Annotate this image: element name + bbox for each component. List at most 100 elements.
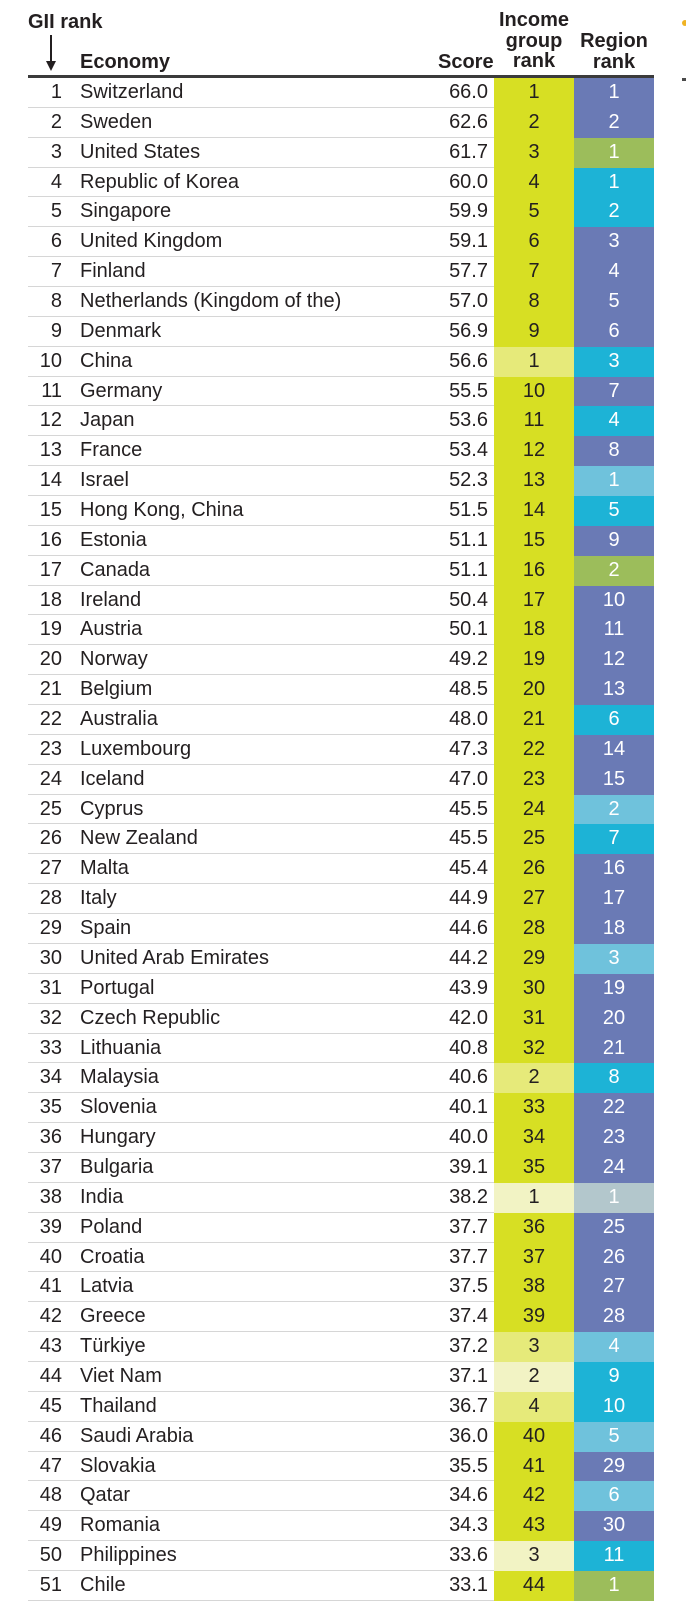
region-rank-cell: 17 <box>574 884 654 915</box>
score-cell: 53.4 <box>449 439 488 462</box>
table-row: 5 Singapore 59.9 5 2 <box>28 197 654 228</box>
income-group-rank-cell: 30 <box>494 973 574 1004</box>
gii-rank-cell: 8 <box>50 290 62 313</box>
gii-rank-cell: 29 <box>39 917 62 940</box>
income-header-line: group <box>505 29 563 52</box>
gii-rank-cell: 1 <box>50 81 62 103</box>
income-group-rank-cell: 13 <box>494 466 574 497</box>
income-group-rank-cell: 42 <box>494 1481 574 1512</box>
income-group-rank-cell: 34 <box>494 1123 574 1153</box>
economy-cell: Singapore <box>80 200 172 223</box>
table-row: 41 Latvia 37.5 38 27 <box>28 1272 654 1303</box>
table-row: 18 Ireland 50.4 17 10 <box>28 585 654 616</box>
economy-cell: Portugal <box>80 976 155 999</box>
table-row: 30 United Arab Emirates 44.2 29 3 <box>28 943 654 974</box>
score-cell: 56.9 <box>449 319 488 342</box>
region-rank-cell: 7 <box>574 824 654 855</box>
economy-cell: Norway <box>80 648 148 671</box>
table-row: 2 Sweden 62.6 2 2 <box>28 107 654 138</box>
income-group-rank-cell: 4 <box>494 1391 574 1422</box>
economy-cell: Iceland <box>80 767 145 790</box>
gii-rank-cell: 21 <box>39 678 62 701</box>
table-row: 49 Romania 34.3 43 30 <box>28 1511 654 1542</box>
table-row: 34 Malaysia 40.6 2 8 <box>28 1063 654 1094</box>
income-group-rank-header: Income group rank <box>494 10 574 72</box>
gii-rank-cell: 13 <box>39 439 62 462</box>
gii-rank-cell: 26 <box>39 827 62 850</box>
table-row: 36 Hungary 40.0 34 23 <box>28 1123 654 1153</box>
table-row: 32 Czech Republic 42.0 31 20 <box>28 1003 654 1034</box>
region-rank-cell: 11 <box>574 615 654 646</box>
economy-cell: Slovakia <box>80 1454 156 1477</box>
arrow-down-icon <box>46 35 56 71</box>
score-cell: 52.3 <box>449 469 488 492</box>
score-cell: 33.1 <box>449 1573 488 1596</box>
economy-header: Economy <box>80 51 171 73</box>
economy-cell: United States <box>80 140 201 163</box>
region-rank-cell: 14 <box>574 734 654 765</box>
income-group-rank-cell: 18 <box>494 615 574 646</box>
region-rank-cell: 23 <box>574 1123 654 1153</box>
economy-cell: Spain <box>80 917 132 940</box>
gii-rank-cell: 10 <box>39 349 62 372</box>
table-row: 17 Canada 51.1 16 2 <box>28 555 654 586</box>
gii-rank-cell: 31 <box>39 976 62 999</box>
region-rank-cell: 5 <box>574 496 654 526</box>
income-group-rank-cell: 44 <box>494 1570 574 1601</box>
score-cell: 51.1 <box>449 558 488 581</box>
economy-cell: Thailand <box>80 1394 157 1417</box>
income-group-rank-cell: 40 <box>494 1421 574 1452</box>
income-group-rank-cell: 36 <box>494 1212 574 1243</box>
region-rank-cell: 19 <box>574 973 654 1004</box>
score-cell: 49.2 <box>449 648 488 671</box>
score-cell: 37.2 <box>449 1335 488 1358</box>
score-cell: 48.5 <box>449 678 488 701</box>
economy-cell: Sweden <box>80 110 153 133</box>
economy-cell: Qatar <box>80 1484 131 1507</box>
economy-cell: Canada <box>80 558 151 581</box>
gii-rank-cell: 3 <box>50 140 62 163</box>
economy-cell: Türkiye <box>80 1335 146 1358</box>
income-group-rank-cell: 33 <box>494 1093 574 1124</box>
income-group-rank-cell: 19 <box>494 645 574 676</box>
income-group-rank-cell: 39 <box>494 1302 574 1333</box>
income-group-rank-cell: 7 <box>494 257 574 288</box>
gii-rank-cell: 32 <box>39 1006 62 1029</box>
gii-rank-cell: 38 <box>39 1185 62 1208</box>
table-row: 37 Bulgaria 39.1 35 24 <box>28 1152 654 1183</box>
region-rank-cell: 18 <box>574 914 654 944</box>
income-group-rank-cell: 2 <box>494 107 574 138</box>
economy-cell: Belgium <box>80 678 153 701</box>
score-cell: 34.3 <box>449 1514 488 1537</box>
score-cell: 36.7 <box>449 1394 488 1417</box>
economy-cell: Italy <box>80 887 117 910</box>
income-group-rank-cell: 31 <box>494 1003 574 1034</box>
economy-cell: Hungary <box>80 1126 156 1149</box>
region-rank-cell: 3 <box>574 227 654 258</box>
table-row: 31 Portugal 43.9 30 19 <box>28 973 654 1004</box>
score-cell: 50.4 <box>449 588 488 611</box>
score-cell: 51.5 <box>449 499 488 522</box>
income-group-rank-cell: 26 <box>494 854 574 885</box>
table-row: 11 Germany 55.5 10 7 <box>28 376 654 407</box>
economy-cell: United Arab Emirates <box>80 946 269 969</box>
region-rank-cell: 5 <box>574 287 654 317</box>
economy-cell: Australia <box>80 708 158 731</box>
table-row: 15 Hong Kong, China 51.5 14 5 <box>28 496 654 526</box>
income-group-rank-cell: 4 <box>494 167 574 198</box>
gii-rank-cell: 14 <box>39 469 62 492</box>
table-row: 24 Iceland 47.0 23 15 <box>28 764 654 795</box>
economy-cell: Japan <box>80 409 135 432</box>
table-row: 35 Slovenia 40.1 33 22 <box>28 1093 654 1124</box>
region-rank-cell: 6 <box>574 1481 654 1512</box>
score-cell: 37.5 <box>449 1275 488 1298</box>
gii-rank-cell: 45 <box>39 1394 62 1417</box>
region-rank-header: Region rank <box>574 31 654 72</box>
region-rank-cell: 12 <box>574 645 654 676</box>
score-cell: 40.6 <box>449 1066 488 1089</box>
table-row: 43 Türkiye 37.2 3 4 <box>28 1332 654 1362</box>
region-header-line: Region <box>580 30 648 52</box>
score-cell: 43.9 <box>449 976 488 999</box>
region-rank-cell: 1 <box>574 466 654 497</box>
income-group-rank-cell: 22 <box>494 734 574 765</box>
